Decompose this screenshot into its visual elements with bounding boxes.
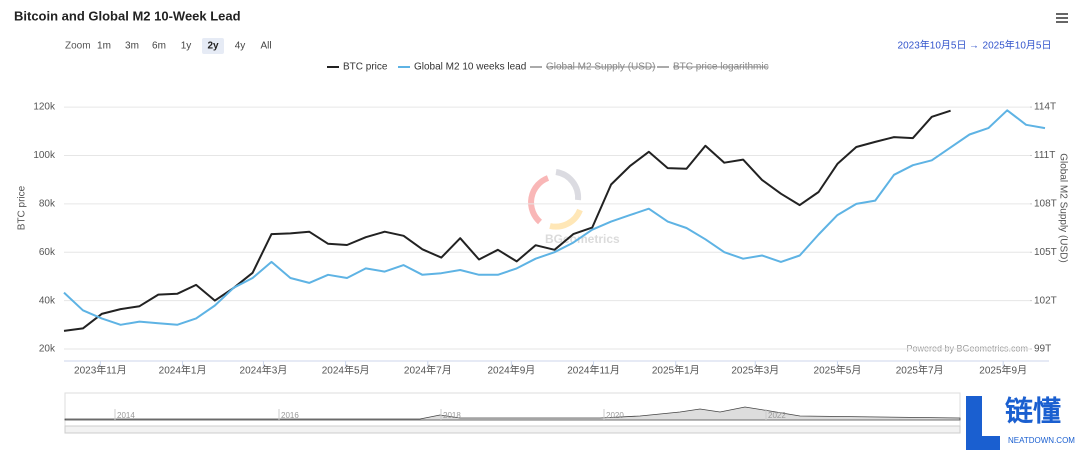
zoom-button[interactable]: 2y: [207, 41, 219, 52]
x-tick-label: 2025年5月: [814, 364, 862, 377]
y-tick-label: 100k: [33, 150, 56, 161]
x-tick-label: 2024年5月: [322, 364, 370, 377]
zoom-buttons: 1m 3m 6m 1y 2y 4y All: [97, 38, 272, 54]
navigator[interactable]: 2014 2016 2018 2020 2022: [64, 392, 961, 434]
range-from[interactable]: 2023年10月5日: [898, 39, 967, 52]
credits[interactable]: Powered by BGeometrics.com: [906, 343, 1028, 353]
brand-site: NEATDOWN.COM: [1008, 436, 1075, 445]
x-tick-label: 2024年1月: [159, 364, 207, 377]
zoom-button[interactable]: 1m: [97, 41, 111, 52]
x-tick-label: 2024年11月: [567, 364, 620, 377]
y2-tick-label: 102T: [1034, 295, 1057, 306]
scrollbar[interactable]: [64, 425, 961, 434]
brand-name: 链懂: [1005, 395, 1061, 426]
y-tick-label: 80k: [39, 198, 56, 209]
menu-bar: [1056, 13, 1068, 15]
watermark-logo: [528, 175, 550, 225]
watermark-logo: [549, 208, 583, 230]
navigator-label: 2022: [768, 411, 786, 420]
y2-tick-label: 108T: [1034, 198, 1057, 209]
x-tick-label: 2024年9月: [487, 364, 535, 377]
navigator-label: 2014: [117, 411, 135, 420]
zoom-button[interactable]: 1y: [181, 41, 192, 52]
x-tick-label: 2025年9月: [979, 364, 1027, 377]
legend-item[interactable]: Global M2 10 weeks lead: [414, 62, 526, 73]
legend-item[interactable]: BTC price logarithmic: [673, 62, 769, 73]
brand-logo: [966, 396, 1000, 450]
x-tick-label: 2025年3月: [731, 364, 779, 377]
x-tick-label: 2024年7月: [404, 364, 452, 377]
watermark-logo: [555, 169, 582, 201]
x-tick-label: 2024年3月: [240, 364, 288, 377]
series-line: [63, 109, 951, 332]
legend-item[interactable]: BTC price: [343, 62, 388, 73]
branding: 链懂 NEATDOWN.COM: [966, 395, 1075, 450]
navigator-frame: [64, 392, 961, 427]
x-tick-label: 2025年1月: [652, 364, 700, 377]
watermark-text: BGeometrics: [545, 232, 620, 246]
y-tick-label: 20k: [39, 344, 56, 355]
zoom-button[interactable]: 4y: [235, 41, 246, 52]
navigator-series: [64, 406, 961, 421]
zoom-button-selected: [202, 38, 224, 54]
y2-tick-label: 114T: [1034, 102, 1056, 113]
zoom-label: Zoom: [65, 41, 91, 52]
y-tick-label: 60k: [39, 247, 56, 258]
x-tick-label: 2025年7月: [896, 364, 944, 377]
navigator-label: 2018: [443, 411, 461, 420]
range-arrow: →: [969, 41, 979, 52]
y-tick-label: 40k: [39, 295, 56, 306]
y2-axis-title: Global M2 Supply (USD): [1057, 153, 1068, 262]
navigator-labels: 2014 2016 2018 2020 2022: [114, 409, 786, 420]
y2-tick-label: 99T: [1034, 344, 1051, 355]
navigator-label: 2020: [606, 411, 624, 420]
y2-tick-label: 111T: [1034, 150, 1055, 161]
y-axis-title: BTC price: [17, 185, 28, 230]
menu-bar: [1056, 21, 1068, 23]
series-line: [63, 109, 1046, 326]
y2-tick-label: 105T: [1034, 247, 1057, 258]
legend-item[interactable]: Global M2 Supply (USD): [546, 62, 655, 73]
chart-title: Bitcoin and Global M2 10-Week Lead: [14, 8, 241, 23]
range-to[interactable]: 2025年10月5日: [983, 39, 1052, 52]
menu-bar: [1056, 17, 1068, 19]
zoom-button[interactable]: 6m: [152, 41, 166, 52]
zoom-button[interactable]: 3m: [125, 41, 139, 52]
menu-icon[interactable]: [1056, 13, 1068, 23]
zoom-button[interactable]: All: [260, 41, 271, 52]
y-tick-label: 120k: [33, 102, 56, 113]
navigator-label: 2016: [281, 411, 299, 420]
x-tick-label: 2023年11月: [74, 364, 127, 377]
